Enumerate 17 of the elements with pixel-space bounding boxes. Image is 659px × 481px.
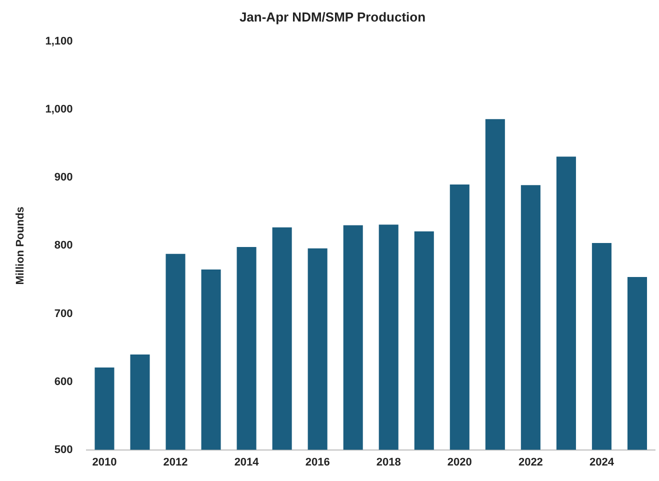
- y-tick-label: 1,100: [45, 36, 73, 48]
- x-tick-label: 2016: [305, 456, 330, 468]
- y-tick-label: 1,000: [45, 104, 73, 116]
- x-tick-label: 2012: [163, 456, 188, 468]
- x-tick-label: 2022: [518, 456, 543, 468]
- x-tick-label: 2024: [589, 456, 615, 468]
- x-tick-label: 2018: [376, 456, 401, 468]
- x-tick-label: 2020: [447, 456, 472, 468]
- y-tick-label: 900: [54, 172, 73, 184]
- x-tick-label: 2010: [92, 456, 117, 468]
- y-axis-title: Million Pounds: [14, 206, 27, 285]
- y-tick-label: 700: [54, 308, 73, 320]
- y-tick-label: 600: [54, 376, 73, 388]
- chart-title: Jan-Apr NDM/SMP Production: [239, 9, 426, 24]
- y-tick-label: 500: [54, 444, 73, 456]
- y-tick-label: 800: [54, 240, 73, 252]
- x-tick-label: 2014: [234, 456, 260, 468]
